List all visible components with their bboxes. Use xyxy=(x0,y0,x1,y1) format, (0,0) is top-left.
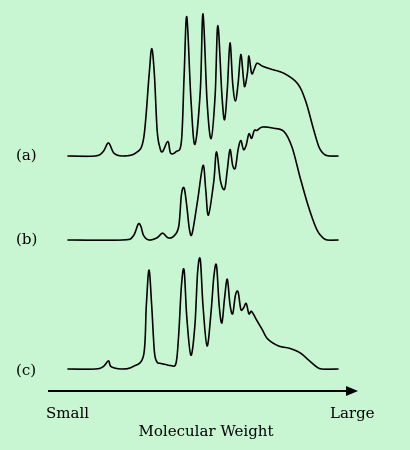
trace-group xyxy=(67,13,339,370)
x-axis-title: Molecular Weight xyxy=(139,422,274,440)
x-axis-right-label: Large xyxy=(330,404,375,422)
series-label-a: (a) xyxy=(16,146,37,164)
series-label-c: (c) xyxy=(16,361,36,379)
x-axis-arrowhead xyxy=(346,386,358,396)
series-label-b: (b) xyxy=(16,230,37,248)
series-label-group: (a) (b) (c) xyxy=(16,146,37,379)
series-line-c xyxy=(67,257,339,370)
x-axis-left-label: Small xyxy=(46,404,89,422)
series-line-b xyxy=(67,126,339,242)
series-line-a xyxy=(67,13,339,158)
